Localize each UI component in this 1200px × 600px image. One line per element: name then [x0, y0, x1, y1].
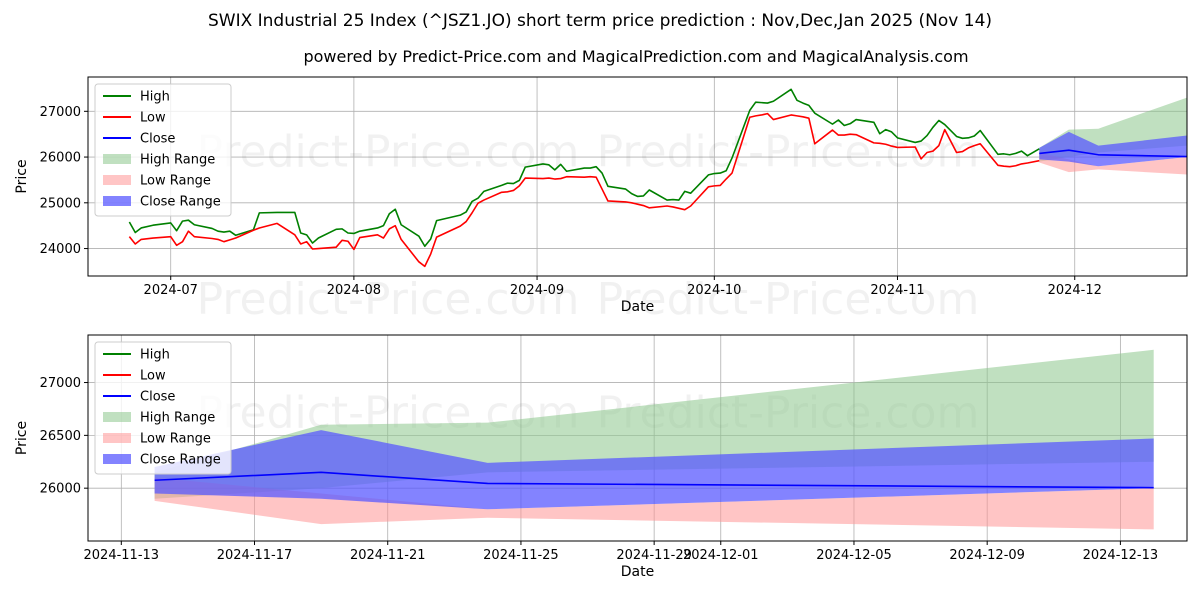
legend-label-close: Close [140, 132, 175, 147]
low-line [128, 112, 1040, 268]
low-range-band [1039, 152, 1187, 175]
x-axis-label: Date [621, 564, 654, 580]
high-line [128, 88, 1040, 248]
legend-label-close-range: Close Range [140, 195, 221, 210]
legend-swatch-high-range [103, 154, 131, 164]
x-tick-label: 2024-11-17 [217, 548, 293, 563]
y-tick-label: 24000 [40, 242, 81, 257]
x-tick-label: 2024-11 [870, 283, 924, 298]
x-tick-label: 2024-11-13 [84, 548, 160, 563]
legend-label-low: Low [140, 111, 166, 126]
x-tick-label: 2024-12-05 [816, 548, 892, 563]
x-tick-label: 2024-12-01 [683, 548, 759, 563]
low-range-band [154, 477, 1154, 530]
x-tick-label: 2024-12-13 [1083, 548, 1159, 563]
legend: High Low Close High Range Low Range Close Ran… [94, 341, 232, 475]
y-tick-label: 27000 [40, 105, 81, 120]
x-tick-label: 2024-11-25 [483, 548, 559, 563]
legend-label-low-range: Low Range [140, 432, 211, 447]
y-tick-label: 25000 [40, 196, 81, 211]
y-axis-label: Price [14, 421, 30, 455]
history-panel: Predict-Price.com Predict-Price.com Predic… [14, 76, 1188, 325]
legend: High Low Close High Range Low Range Close Ran… [94, 83, 232, 217]
y-tick-label: 26000 [40, 151, 81, 166]
x-tick-label: 2024-08 [327, 283, 381, 298]
watermark-text: Predict-Price.com [197, 274, 580, 325]
legend-label-close: Close [140, 390, 175, 405]
legend-label-close-range: Close Range [140, 453, 221, 468]
legend-swatch-low-range [103, 433, 131, 443]
x-tick-label: 2024-11-29 [616, 548, 692, 563]
legend-label-low-range: Low Range [140, 174, 211, 189]
x-tick-label: 2024-12-09 [949, 548, 1025, 563]
prediction-panel: Predict-Price.comPredict-Price.com2024-1… [14, 334, 1188, 580]
close-line [1039, 149, 1187, 158]
y-tick-label: 26000 [40, 482, 81, 497]
close-range-band [1039, 131, 1187, 167]
legend-label-high-range: High Range [140, 411, 215, 426]
legend-label-high-range: High Range [140, 153, 215, 168]
chart-title: SWIX Industrial 25 Index (^JSZ1.JO) shor… [208, 11, 992, 31]
plot-area [128, 88, 1187, 268]
y-tick-label: 26500 [40, 429, 81, 444]
x-tick-label: 2024-11-21 [350, 548, 426, 563]
chart-subtitle: powered by Predict-Price.com and Magical… [303, 47, 968, 66]
legend-swatch-high-range [103, 412, 131, 422]
legend-swatch-low-range [103, 175, 131, 185]
plot-frame [87, 76, 1188, 277]
y-axis-label: Price [14, 159, 30, 193]
watermark-text: Predict-Price.com [597, 274, 980, 325]
close-range-band [154, 430, 1154, 510]
legend-label-high: High [140, 90, 170, 105]
legend-swatch-close-range [103, 196, 131, 206]
legend-label-high: High [140, 348, 170, 363]
legend-label-low: Low [140, 369, 166, 384]
x-axis-label: Date [621, 299, 654, 315]
x-tick-label: 2024-12 [1048, 283, 1102, 298]
watermark-text: Predict-Price.com [597, 127, 980, 178]
plot-frame [87, 334, 1188, 542]
x-tick-label: 2024-07 [144, 283, 198, 298]
plot-area [154, 349, 1154, 530]
close-line [154, 471, 1154, 489]
y-tick-label: 27000 [40, 376, 81, 391]
watermark-text: Predict-Price.com [197, 127, 580, 178]
x-tick-label: 2024-09 [510, 283, 564, 298]
x-tick-label: 2024-10 [687, 283, 741, 298]
legend-swatch-close-range [103, 454, 131, 464]
